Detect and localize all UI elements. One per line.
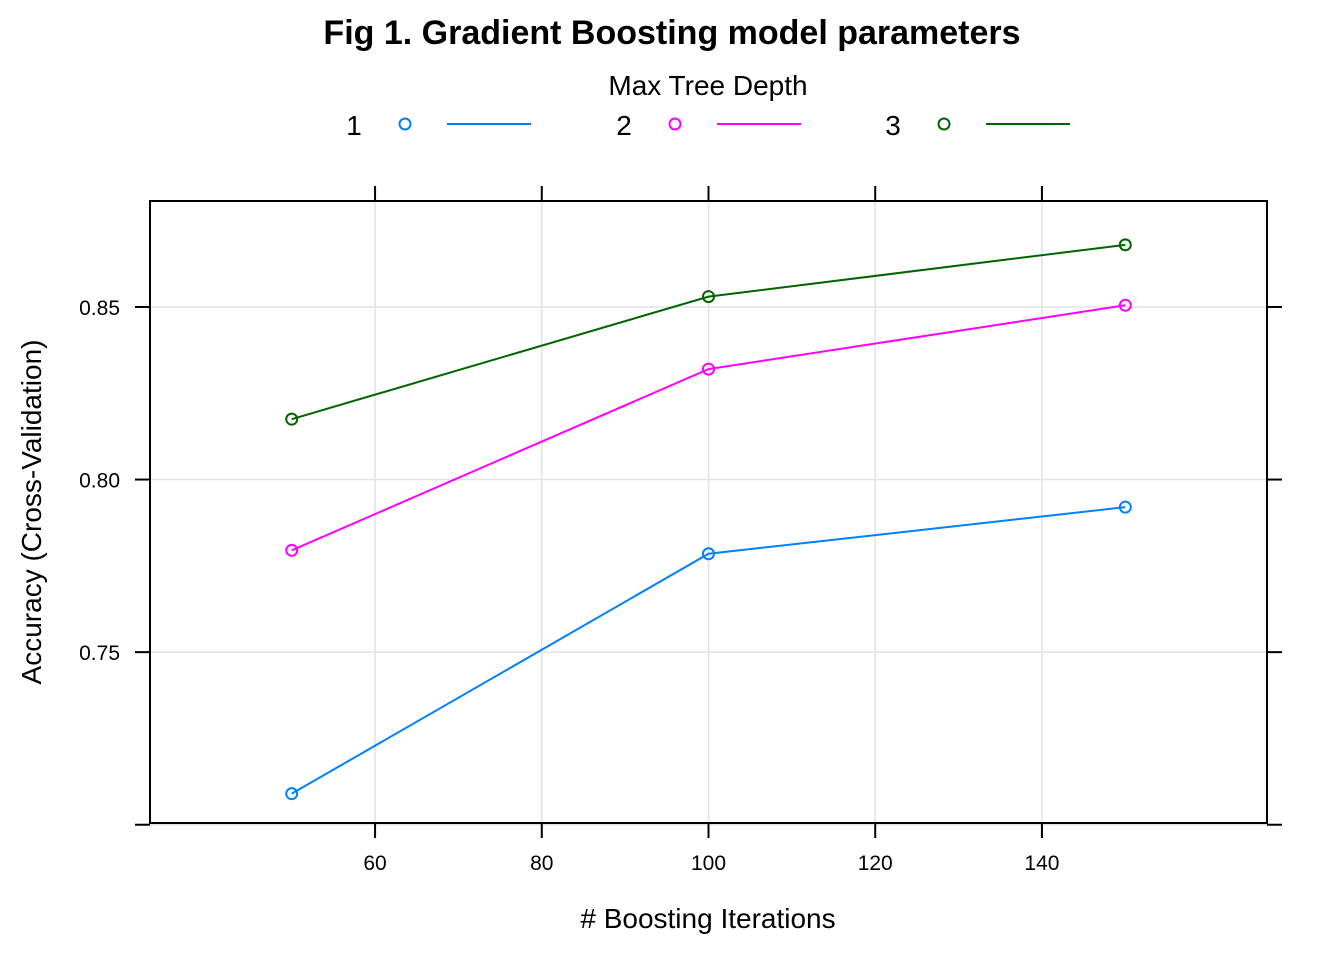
legend-label-2: 2 bbox=[616, 110, 632, 141]
x-tick-label: 120 bbox=[858, 852, 893, 875]
x-tick-label: 60 bbox=[363, 852, 386, 875]
series-line-1 bbox=[291, 506, 1126, 795]
series-point-2 bbox=[285, 543, 299, 557]
series-point-3 bbox=[702, 290, 715, 304]
y-axis-label: Accuracy (Cross-Validation) bbox=[16, 340, 47, 685]
series-point-1 bbox=[285, 787, 299, 801]
y-tick-label: 0.75 bbox=[79, 642, 120, 665]
series-point-2 bbox=[1118, 298, 1132, 312]
legend-label-1: 1 bbox=[346, 110, 362, 141]
legend-label-3: 3 bbox=[885, 110, 901, 141]
series-point-1 bbox=[1118, 500, 1132, 514]
series-point-1 bbox=[702, 547, 715, 561]
x-axis-label: # Boosting Iterations bbox=[580, 903, 835, 934]
series-point-3 bbox=[1118, 238, 1132, 252]
y-tick-label: 0.80 bbox=[79, 470, 120, 493]
chart-title: Fig 1. Gradient Boosting model parameter… bbox=[323, 14, 1020, 52]
legend-title: Max Tree Depth bbox=[608, 70, 807, 101]
series-point-3 bbox=[285, 412, 299, 426]
series-line-2 bbox=[291, 304, 1126, 552]
legend-point-3 bbox=[937, 117, 951, 131]
legend: 1 2 3 bbox=[346, 110, 1070, 141]
axes: 60 80 100 120 140 0.75 0.80 0.85 bbox=[79, 186, 1282, 875]
x-tick-label: 100 bbox=[691, 852, 726, 875]
legend-point-2 bbox=[668, 117, 682, 131]
series-line-3 bbox=[291, 243, 1126, 421]
series-layer bbox=[285, 238, 1132, 801]
x-tick-label: 140 bbox=[1024, 852, 1059, 875]
x-tick-label: 80 bbox=[530, 852, 553, 875]
series-point-2 bbox=[702, 362, 715, 376]
y-tick-label: 0.85 bbox=[79, 297, 120, 320]
legend-point-1 bbox=[398, 117, 412, 131]
grid-lines bbox=[150, 201, 1267, 826]
